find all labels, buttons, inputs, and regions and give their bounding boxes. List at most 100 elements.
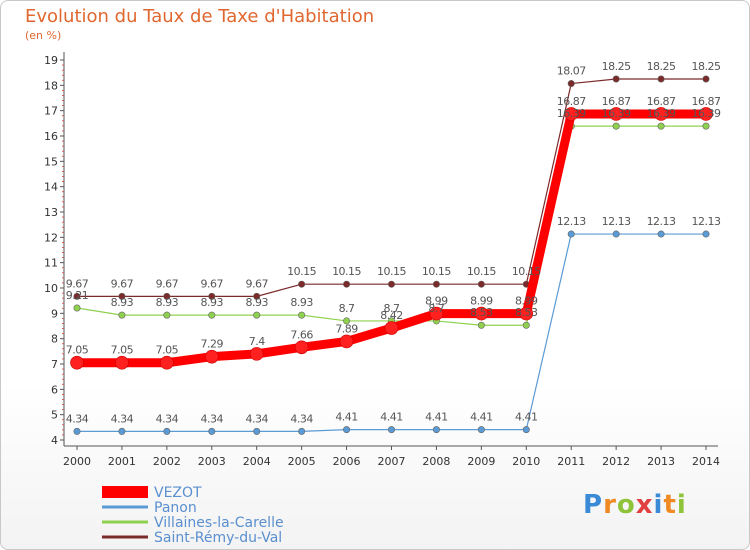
chart-subtitle: (en %) [25,29,62,42]
data-label: 16.39 [557,107,586,120]
data-label: 12.13 [647,215,676,228]
data-label: 4.41 [425,411,448,424]
y-tick-label: 6 [51,383,58,396]
data-label: 8.53 [470,306,493,319]
data-label: 7.05 [66,344,89,357]
data-label: 8.7 [384,302,400,315]
x-tick-label: 2003 [198,455,226,468]
data-point [208,311,216,319]
y-tick-label: 8 [51,333,58,346]
x-tick-label: 2000 [63,455,91,468]
data-label: 7.29 [201,338,224,351]
x-tick-label: 2002 [153,455,181,468]
data-label: 4.41 [335,411,358,424]
data-point [429,306,444,321]
data-point [522,426,530,434]
x-tick-label: 2011 [557,455,585,468]
data-label: 4.34 [66,412,89,425]
data-point [387,426,395,434]
data-label: 10.15 [332,265,361,278]
data-point [657,75,665,83]
data-point [343,280,351,288]
data-point [474,306,489,321]
data-point [519,306,534,321]
data-label: 16.87 [647,95,676,108]
data-label: 10.15 [377,265,406,278]
data-label: 4.41 [515,411,538,424]
data-point [477,426,485,434]
data-point [208,427,216,435]
data-label: 12.13 [602,215,631,228]
legend-label: Villaines-la-Carelle [154,515,284,531]
data-point [612,75,620,83]
data-point [343,317,351,325]
legend-swatch [102,486,148,498]
data-point [387,280,395,288]
logo-letter: P [583,490,604,520]
y-tick-label: 15 [44,155,58,168]
y-tick-label: 11 [44,257,58,270]
y-tick-label: 7 [51,358,58,371]
x-tick-label: 2007 [378,455,406,468]
data-label: 8.99 [470,295,493,308]
data-label: 9.67 [201,277,224,290]
logo-letter: i [676,490,687,520]
axes: 4 5 6 7 8 9 10 11 12 13 14 15 16 17 18 19 2000 2001 2002 20… [44,52,720,468]
data-label: 9.67 [245,277,268,290]
data-point [477,321,485,329]
series-layer [70,75,713,435]
data-label: 16.87 [692,95,721,108]
data-point [654,107,668,121]
y-tick-label: 19 [44,54,58,67]
data-point [115,355,129,370]
data-label: 8.93 [111,296,134,309]
logo-letter: x [635,490,654,520]
legend-label: Saint-Rémy-du-Val [154,530,282,546]
legend: VEZOTPanonVillaines-la-CarelleSaint-Rémy… [102,485,284,546]
x-tick-label: 2010 [512,455,540,468]
data-label: 16.39 [692,107,721,120]
data-label: 4.34 [111,412,134,425]
data-label: 7.05 [156,344,179,357]
data-label: 8.99 [425,295,448,308]
data-point [612,122,620,130]
data-label: 4.34 [245,412,268,425]
y-tick-label: 10 [44,282,58,295]
data-label: 9.67 [111,277,134,290]
data-label: 8.99 [515,295,538,308]
legend-label: Panon [154,500,197,516]
y-tick-label: 13 [44,206,58,219]
data-point [699,107,713,121]
data-label: 12.13 [692,215,721,228]
data-point [298,427,306,435]
data-point [118,292,126,300]
y-tick-label: 5 [51,409,58,422]
data-point [253,292,261,300]
data-label: 8.93 [156,296,179,309]
data-point [253,427,261,435]
data-label: 18.25 [602,60,631,73]
x-tick-label: 2005 [288,455,316,468]
data-point [432,280,440,288]
data-label: 16.87 [602,95,631,108]
data-label: 8.93 [201,296,224,309]
data-label: 8.7 [339,302,355,315]
data-point [118,311,126,319]
data-point [73,292,81,300]
x-tick-label: 2001 [108,455,136,468]
data-point [477,280,485,288]
data-point [384,321,399,335]
x-tick-label: 2013 [647,455,675,468]
data-point [522,321,530,329]
data-point [294,340,309,355]
data-label: 12.13 [557,215,586,228]
data-point [70,355,84,370]
x-tick-label: 2006 [333,455,361,468]
x-tick-label: 2012 [602,455,630,468]
data-label: 8.93 [290,296,313,309]
data-point [657,230,665,238]
data-label: 18.07 [557,65,586,78]
y-tick-label: 14 [44,181,58,194]
data-label: 10.15 [422,265,451,278]
